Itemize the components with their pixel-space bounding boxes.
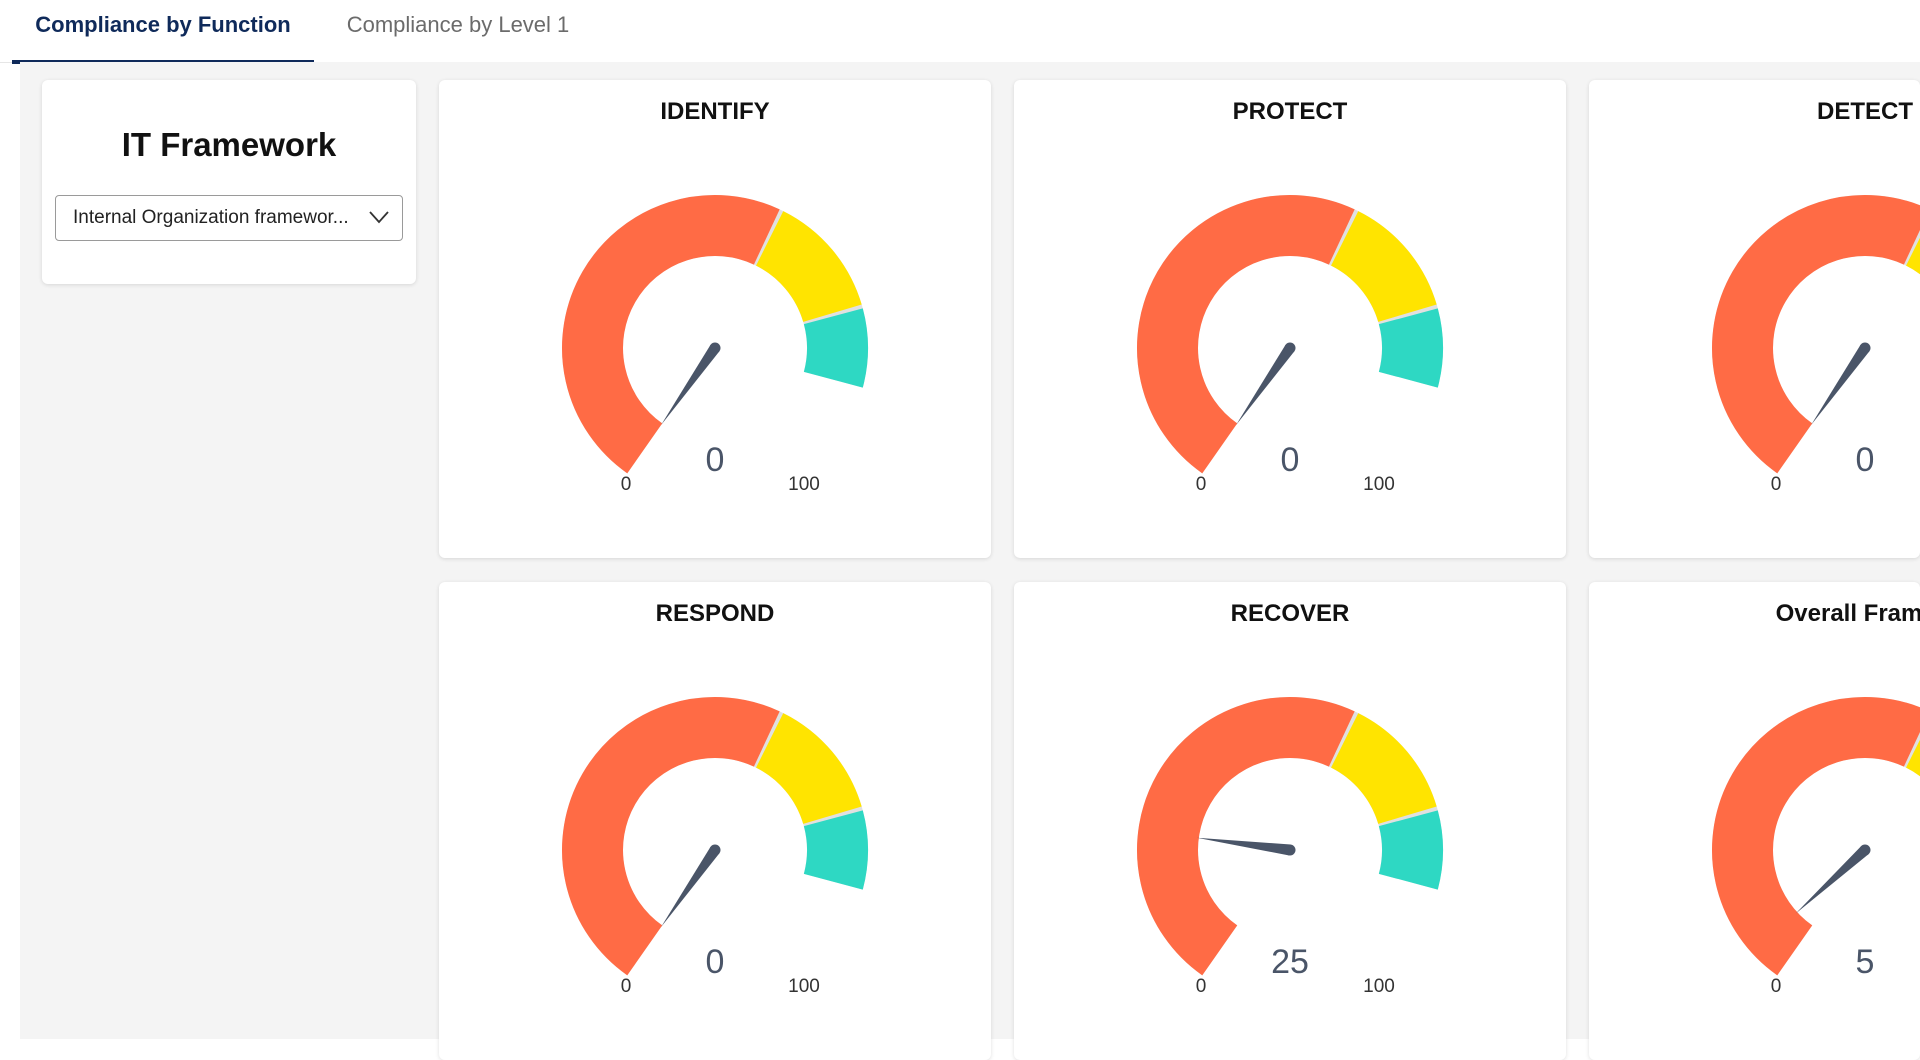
gauge-needle	[1197, 838, 1291, 856]
gauge-needle-hub	[710, 343, 721, 354]
gauge-needle-hub	[1285, 343, 1296, 354]
tab-bar: Compliance by Function Compliance by Lev…	[0, 0, 1920, 63]
gauge-chart: 25 0 100	[1014, 582, 1566, 1060]
gauge-value: 5	[1856, 943, 1875, 981]
gauge-min-label: 0	[1771, 474, 1782, 495]
gauge-min-label: 0	[1196, 976, 1207, 997]
gauge-chart: 0 0 100	[439, 582, 991, 1060]
gauge-band-medium	[770, 238, 833, 313]
gauge-band-medium	[1345, 238, 1408, 313]
gauge-needle-hub	[710, 845, 721, 856]
gauge-min-label: 0	[1771, 976, 1782, 997]
framework-select[interactable]: Internal Organization framewor...	[55, 195, 403, 241]
gauge-min-label: 0	[621, 474, 632, 495]
gauge-band-low	[1743, 728, 1917, 951]
gauge-needle	[1796, 846, 1869, 914]
gauge-max-label: 100	[788, 976, 820, 997]
gauge-band-low	[593, 226, 767, 449]
gauge-min-label: 0	[621, 976, 632, 997]
gauge-needle-hub	[1860, 845, 1871, 856]
gauge-value: 0	[1856, 441, 1875, 479]
gauge-band-high	[833, 316, 837, 379]
gauge-max-label: 100	[1363, 474, 1395, 495]
gauge-value: 25	[1271, 943, 1309, 981]
dashboard-content: IT Framework Internal Organization frame…	[20, 62, 1920, 1039]
gauge-needle	[1236, 345, 1294, 425]
gauge-band-medium	[1345, 740, 1408, 815]
gauge-max-label: 100	[1363, 976, 1395, 997]
gauge-value: 0	[706, 943, 725, 981]
gauge-band-low	[1168, 728, 1342, 951]
gauge-needle	[1811, 345, 1869, 425]
gauge-chart: 0 0 100	[439, 80, 991, 558]
tab-compliance-by-level-1[interactable]: Compliance by Level 1	[330, 0, 586, 60]
framework-select-value: Internal Organization framewor...	[73, 196, 363, 240]
gauge-band-high	[1408, 818, 1412, 881]
gauge-chart: 0 0 100	[1014, 80, 1566, 558]
gauge-band-low	[593, 728, 767, 951]
gauge-band-low	[1168, 226, 1342, 449]
framework-title: IT Framework	[42, 126, 416, 164]
gauge-needle	[661, 345, 719, 425]
gauge-needle-hub	[1285, 845, 1296, 856]
gauge-band-medium	[770, 740, 833, 815]
gauge-value: 0	[706, 441, 725, 479]
gauge-band-high	[833, 818, 837, 881]
gauge-band-high	[1408, 316, 1412, 379]
gauge-min-label: 0	[1196, 474, 1207, 495]
framework-card: IT Framework Internal Organization frame…	[42, 80, 416, 284]
gauge-needle	[661, 847, 719, 927]
gauge-value: 0	[1281, 441, 1300, 479]
chevron-down-icon	[368, 209, 390, 225]
gauge-max-label: 100	[788, 474, 820, 495]
gauge-band-low	[1743, 226, 1917, 449]
gauge-needle-hub	[1860, 343, 1871, 354]
tab-compliance-by-function[interactable]: Compliance by Function	[12, 0, 314, 64]
